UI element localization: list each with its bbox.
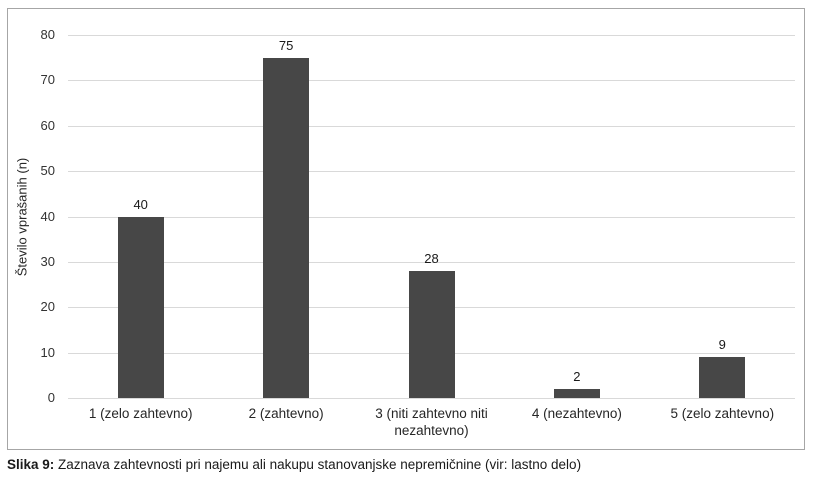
gridline-50 — [68, 171, 795, 173]
bar — [699, 357, 746, 398]
bar — [408, 270, 455, 398]
y-tick-label: 30 — [40, 253, 55, 269]
x-category-label: 5 (zelo zahtevno) — [670, 406, 775, 421]
plot-area: Število vprašanih (n) 0 10 20 30 40 50 60 70 80 4… — [15, 27, 795, 438]
y-tick-label: 50 — [40, 163, 55, 179]
gridline-30 — [68, 261, 795, 263]
y-tick-label: 10 — [40, 344, 55, 360]
figure-caption: Slika 9: Zaznava zahtevnosti pri najemu … — [7, 457, 581, 472]
gridline-40 — [68, 216, 795, 218]
bar-value-label: 28 — [424, 250, 439, 266]
y-tick-label: 40 — [40, 208, 55, 224]
bar — [553, 388, 600, 398]
bar-value-label: 9 — [718, 337, 726, 353]
x-category-label: 1 (zelo zahtevno) — [88, 406, 193, 421]
y-tick-label: 70 — [40, 72, 55, 88]
bar-value-label: 75 — [278, 37, 294, 53]
x-category-label: 2 (zahtevno) — [248, 406, 324, 421]
figure-caption-text: Zaznava zahtevnosti pri najemu ali nakup… — [54, 457, 582, 472]
y-tick-label: 20 — [40, 299, 55, 315]
y-tick-label: 80 — [40, 27, 55, 42]
bar-value-label: 40 — [133, 196, 148, 212]
gridline-60 — [68, 125, 795, 127]
bar — [117, 216, 164, 398]
gridline-80 — [68, 35, 795, 36]
gridline-0 — [68, 398, 795, 399]
x-category-label: 4 (nezahtevno) — [531, 406, 622, 421]
gridline-70 — [68, 80, 795, 82]
figure-caption-label: Slika 9: — [7, 457, 55, 472]
bar — [263, 57, 310, 398]
y-tick-label: 0 — [47, 390, 55, 405]
bar-value-label: 2 — [573, 368, 581, 384]
y-tick-label: 60 — [40, 117, 55, 133]
bar-chart: Število vprašanih (n) 0 10 20 30 40 50 60 70 80 4… — [7, 8, 805, 450]
x-category-label: 3 (niti zahtevno niti nezahtevno) — [375, 406, 488, 438]
